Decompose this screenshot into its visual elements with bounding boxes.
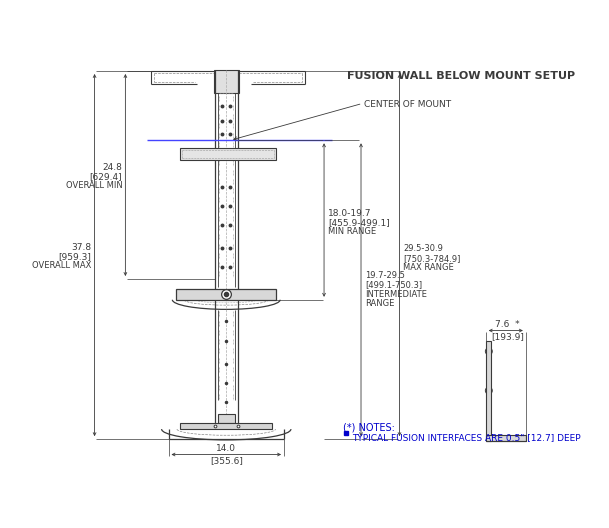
Text: [193.9]: [193.9] (491, 332, 524, 341)
Text: 19.7-29.5: 19.7-29.5 (365, 271, 405, 280)
Bar (486, 435, 526, 441)
Circle shape (488, 390, 490, 392)
Text: [629.4]: [629.4] (90, 172, 122, 181)
Text: [750.3-784.9]: [750.3-784.9] (403, 253, 461, 262)
Text: OVERALL MAX: OVERALL MAX (32, 261, 91, 270)
Bar (180, 148, 276, 159)
Text: 29.5-30.9: 29.5-30.9 (403, 244, 443, 253)
Text: [499.1-750.3]: [499.1-750.3] (365, 280, 422, 290)
Text: 37.8: 37.8 (71, 243, 91, 252)
Text: CENTER OF MOUNT: CENTER OF MOUNT (364, 100, 451, 109)
Text: MIN RANGE: MIN RANGE (328, 228, 376, 237)
Text: INTERMEDIATE: INTERMEDIATE (365, 290, 427, 299)
Text: [959.3]: [959.3] (58, 252, 91, 261)
Bar (218, 414, 234, 423)
Bar (180, 423, 272, 429)
Text: [355.6]: [355.6] (210, 456, 243, 465)
Text: FUSION WALL BELOW MOUNT SETUP: FUSION WALL BELOW MOUNT SETUP (347, 71, 576, 81)
Bar (486, 341, 491, 441)
Text: TYPICAL FUSION INTERFACES ARE 0.5" [12.7] DEEP: TYPICAL FUSION INTERFACES ARE 0.5" [12.7… (352, 433, 580, 442)
Text: 18.0-19.7: 18.0-19.7 (328, 209, 371, 218)
Circle shape (488, 351, 490, 352)
Text: 14.0: 14.0 (216, 444, 236, 453)
Text: OVERALL MIN: OVERALL MIN (66, 181, 122, 190)
Text: RANGE: RANGE (365, 299, 394, 308)
Text: [455.9-499.1]: [455.9-499.1] (328, 218, 390, 227)
Text: 24.8: 24.8 (102, 163, 122, 172)
Bar (176, 289, 276, 300)
Bar (214, 70, 239, 92)
Text: MAX RANGE: MAX RANGE (403, 263, 454, 272)
Text: (*) NOTES:: (*) NOTES: (343, 423, 395, 433)
Text: 7.6  *: 7.6 * (495, 320, 519, 329)
